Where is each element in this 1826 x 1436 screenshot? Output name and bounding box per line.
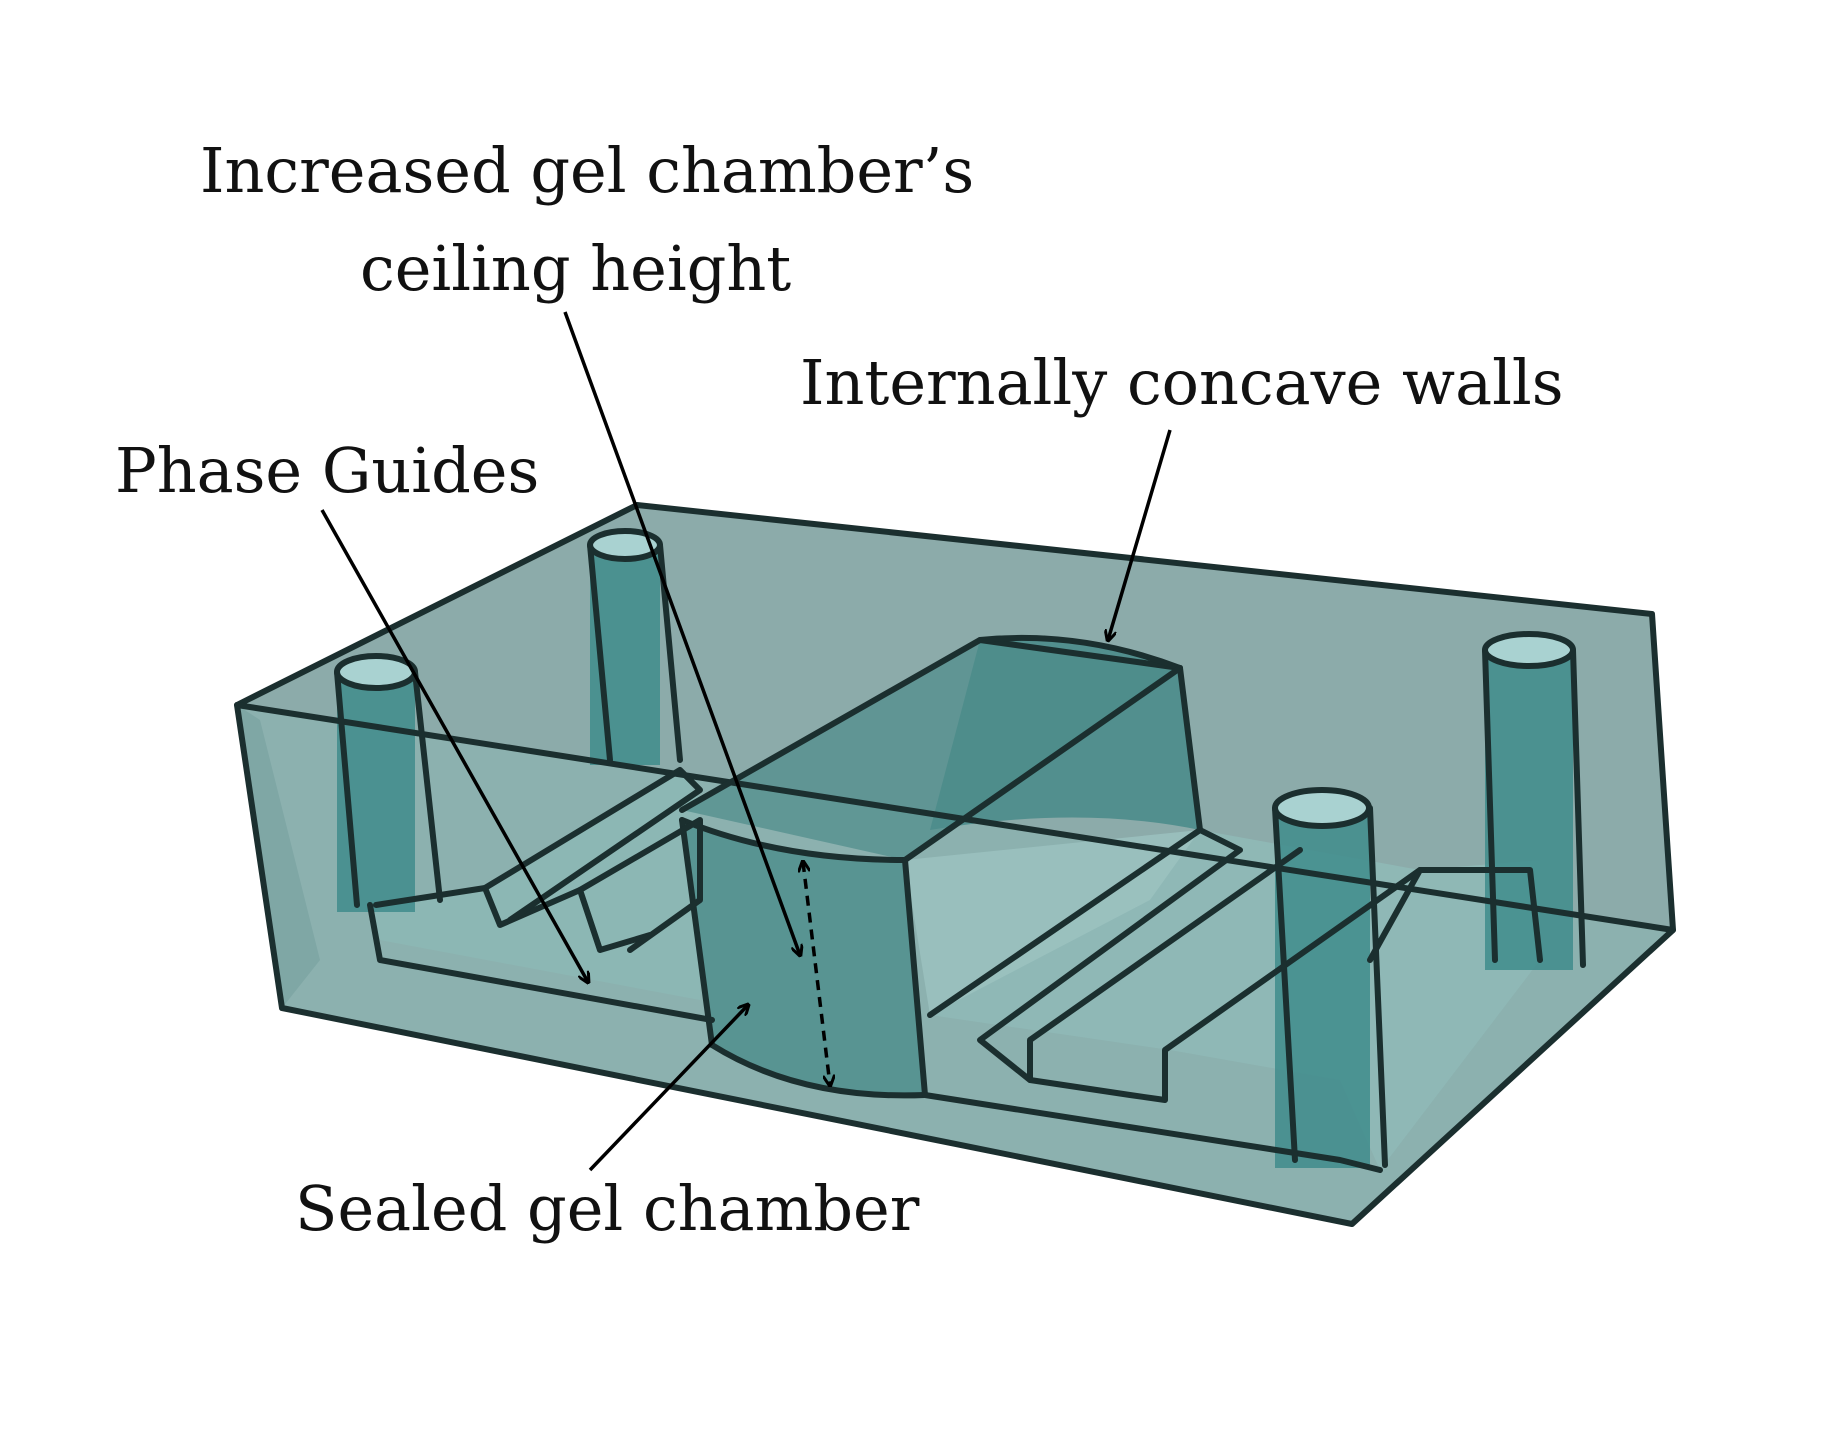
right-channel-ridges2: [1027, 867, 1423, 1103]
pillar-back-right: [1485, 650, 1573, 970]
arrow-phase-guides: [320, 509, 588, 982]
chamber-diag-edge: [902, 665, 1183, 863]
right-outlet: [1367, 867, 1543, 963]
pillar-front-left-r: [412, 669, 443, 903]
pillar-front-left-top: [334, 653, 418, 691]
label-sealed-chamber: Sealed gel chamber: [295, 1172, 920, 1245]
pillar-back-right-r: [1570, 647, 1586, 968]
left-channel-outline: [373, 885, 653, 953]
chamber-outline: [679, 637, 1203, 833]
phase-guides-left2: [577, 817, 703, 953]
arrow-concave-walls: [1108, 429, 1172, 640]
pillar-front-right-top: [1272, 787, 1372, 829]
label-concave-walls: Internally concave walls: [800, 346, 1564, 419]
chamber-concave-curve: [977, 634, 1183, 671]
phase-guides-left: [482, 767, 703, 923]
right-channel-lower: [922, 1092, 1383, 1173]
pillar-front-right: [1275, 808, 1370, 1168]
pillar-back-right-l: [1482, 647, 1498, 963]
center-channel-floor: [905, 830, 1200, 1015]
pillar-back-left-l: [587, 542, 613, 763]
pillar-front-right-r: [1367, 805, 1388, 1168]
pillar-back-right-top: [1482, 631, 1576, 669]
left-channel-lower: [367, 902, 715, 1023]
label-ceiling-height-line2: ceiling height: [360, 232, 792, 305]
pillar-front-right-l: [1272, 805, 1298, 1163]
box-back-top-edge: [234, 702, 1676, 933]
outlines: [234, 502, 1676, 1227]
arrow-ceiling-height: [563, 311, 800, 955]
label-ceiling-height-line1: Increased gel chamber’s: [200, 134, 975, 207]
height-dimension-arrow: [803, 862, 830, 1085]
pillar-front-left-l: [334, 669, 360, 908]
chamber-left-edge: [679, 817, 715, 1048]
chamber-top: [682, 640, 1180, 860]
box-left-face: [237, 705, 320, 1008]
arrow-sealed-chamber: [588, 1005, 748, 1172]
chamber-front-curve: [679, 817, 908, 863]
label-phase-guides: Phase Guides: [115, 434, 540, 507]
chamber-right-edge: [902, 857, 928, 1098]
annotations: [320, 311, 1172, 1172]
right-channel-ridges: [927, 827, 1303, 1083]
